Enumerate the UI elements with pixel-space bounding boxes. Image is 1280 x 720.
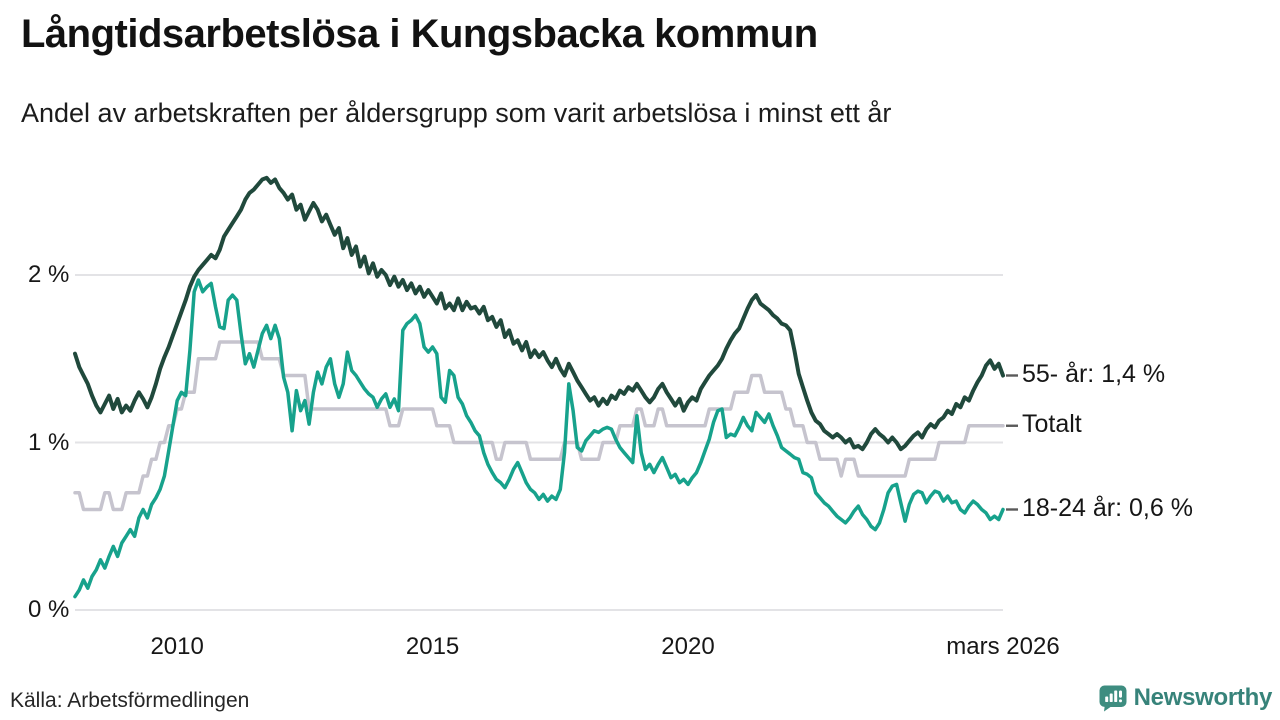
page-subtitle: Andel av arbetskraften per åldersgrupp s… [21,98,892,128]
series-end-label-totalt: Totalt [1022,409,1082,438]
series-end-label-55-ar: 55- år: 1,4 % [1022,359,1166,388]
y-tick-label: 0 % [28,596,70,623]
series-end-label-18-24-ar: 18-24 år: 0,6 % [1022,493,1193,522]
x-tick-label: 2020 [661,633,715,660]
y-tick-label: 2 % [28,261,70,288]
series-line-age1824 [73,278,1005,599]
x-tick-label: mars 2026 [946,633,1060,660]
source-attribution: Källa: Arbetsförmedlingen [10,689,250,712]
newsworthy-logo: Newsworthy [1099,684,1272,712]
newsworthy-bubble-chart-icon [1099,685,1127,712]
series-line-total [73,340,1005,512]
x-tick-label: 2010 [150,633,204,660]
y-tick-label: 1 % [28,428,70,456]
page-title: Långtidsarbetslösa i Kungsbacka kommun [21,12,818,56]
series-line-age55 [73,175,1005,452]
newsworthy-brand-name: Newsworthy [1133,684,1273,711]
x-tick-label: 2015 [405,633,460,660]
